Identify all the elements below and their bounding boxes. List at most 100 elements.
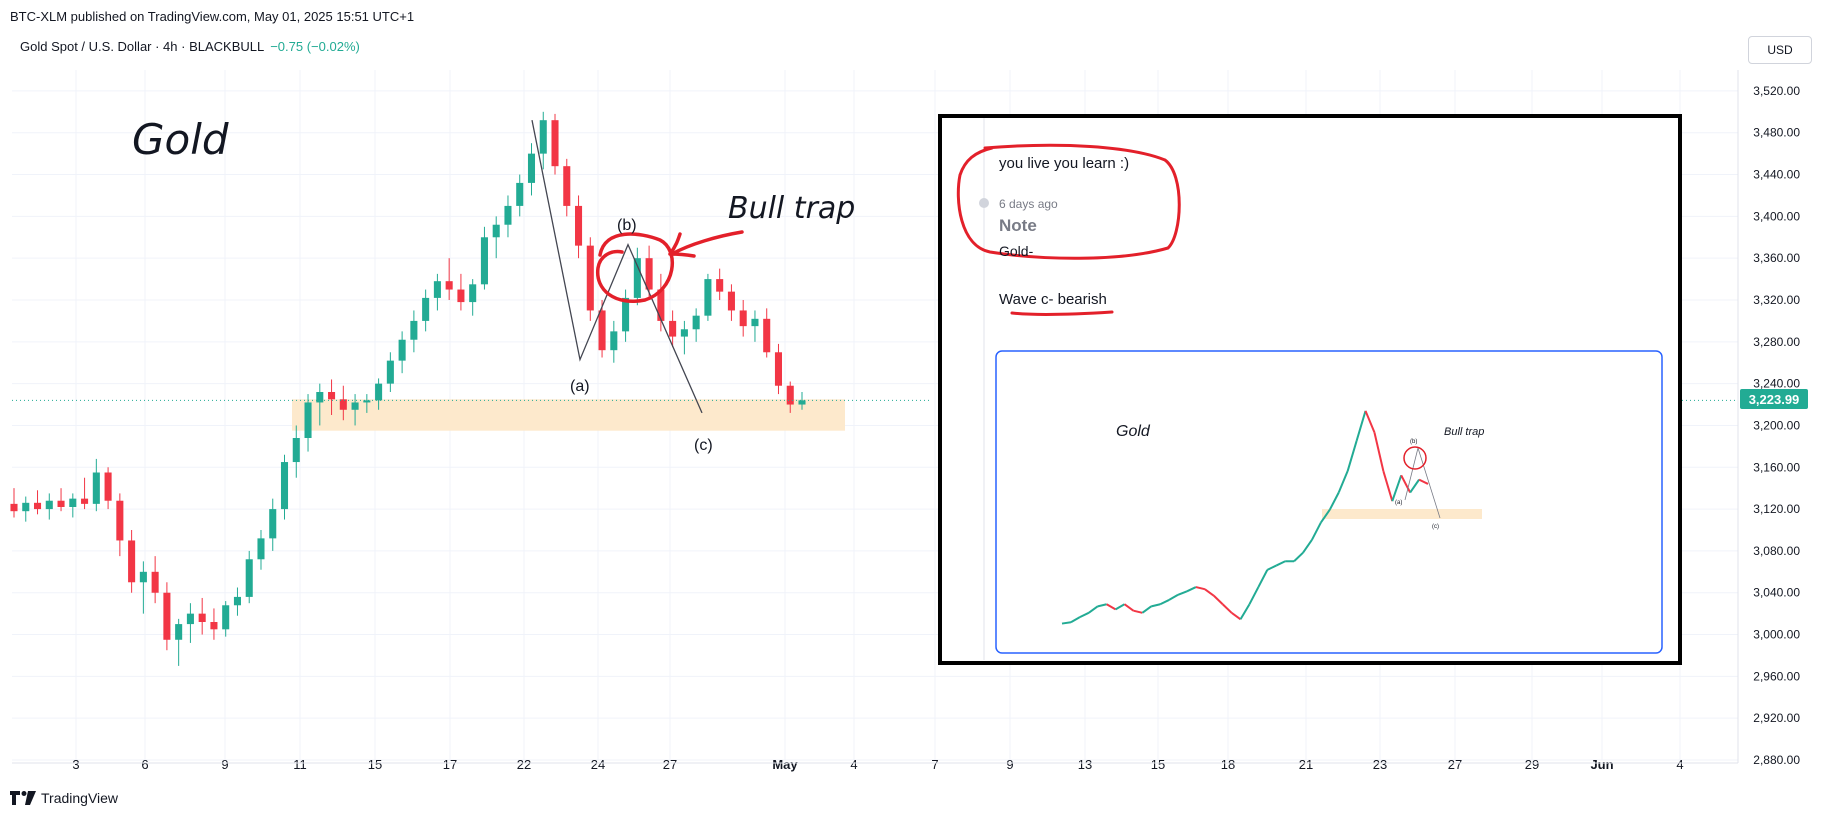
candle-body <box>480 237 488 285</box>
candle-body <box>398 339 406 361</box>
thumbnail-price-segment <box>1159 599 1170 606</box>
x-tick-label: 27 <box>1448 757 1462 772</box>
y-tick-label: 2,880.00 <box>1753 753 1800 767</box>
candle-body <box>563 166 571 206</box>
candle-body <box>669 320 677 337</box>
thumbnail-price-segment <box>1373 432 1385 472</box>
y-tick-label: 2,920.00 <box>1753 711 1800 725</box>
thumbnail-price-segment <box>1355 410 1367 442</box>
y-tick-label: 3,280.00 <box>1753 335 1800 349</box>
y-tick-label: 3,480.00 <box>1753 126 1800 140</box>
candle-body <box>433 281 441 298</box>
thumbnail-price-segment <box>1328 492 1340 511</box>
x-tick-label: 9 <box>1006 757 1013 772</box>
candles <box>10 111 806 666</box>
candle-body <box>292 438 300 463</box>
thumbnail-price-segment <box>1337 470 1349 493</box>
note-wave-text: Wave c- bearish <box>999 291 1107 308</box>
thumbnail-price-segment <box>1213 594 1224 605</box>
note-title: Gold- <box>999 243 1034 259</box>
y-tick-label: 3,320.00 <box>1753 293 1800 307</box>
candle-body <box>316 392 324 403</box>
y-tick-label: 3,440.00 <box>1753 168 1800 182</box>
y-tick-label: 3,120.00 <box>1753 502 1800 516</box>
symbol-line: Gold Spot / U.S. Dollar · 4h · BLACKBULL… <box>20 39 360 54</box>
candle-body <box>339 399 347 410</box>
candle-body <box>739 310 747 327</box>
candle-body <box>375 383 383 401</box>
candle-body <box>128 540 136 583</box>
candle-body <box>504 205 512 225</box>
x-tick-label: 15 <box>1151 757 1165 772</box>
tradingview-branding[interactable]: TradingView <box>10 790 118 806</box>
symbol-name: Gold Spot / U.S. Dollar · 4h · BLACKBULL <box>20 39 265 54</box>
currency-button[interactable]: USD <box>1748 36 1812 64</box>
candle-body <box>633 258 641 298</box>
x-tick-label: 21 <box>1299 757 1313 772</box>
last-price-label: 3,223.99 <box>1749 392 1800 407</box>
x-tick-label: 23 <box>1373 757 1387 772</box>
thumbnail-price-segment <box>1088 605 1099 614</box>
thumbnail-labels: Gold Bull trap (b) (a) (c) <box>1116 423 1484 530</box>
tradingview-logo-icon <box>10 791 36 805</box>
candle-body <box>328 392 336 400</box>
x-tick-label: 11 <box>293 757 307 772</box>
candle-body <box>516 182 524 206</box>
x-tick-label: 13 <box>1078 757 1092 772</box>
candle-body <box>657 289 665 321</box>
y-axis: 3,520.00 3,480.00 3,440.00 3,400.00 3,360.00… <box>1737 70 1800 767</box>
candle-body <box>622 297 630 332</box>
x-tick-label: 17 <box>443 757 457 772</box>
note-text: you live you learn :) 6 days ago Note Go… <box>999 155 1129 308</box>
candle-body <box>280 462 289 510</box>
candle-body <box>222 605 230 630</box>
y-tick-label: 3,080.00 <box>1753 544 1800 558</box>
candle-body <box>386 360 394 384</box>
thumbnail-price-segment <box>1123 603 1135 612</box>
x-tick-label: 4 <box>850 757 857 772</box>
candle-body <box>245 559 253 597</box>
candle-body <box>422 297 430 321</box>
x-tick-label: May <box>772 757 798 772</box>
thumbnail-price-segment <box>1320 509 1331 524</box>
thumbnail-price-segment <box>1239 603 1251 620</box>
candle-body <box>586 245 594 311</box>
thumbnail-price-segment <box>1204 588 1215 597</box>
candle-body <box>210 622 218 630</box>
thumbnail-price-segment <box>1186 586 1197 593</box>
x-tick-label: 18 <box>1221 757 1235 772</box>
tradingview-brand-text: TradingView <box>41 790 119 806</box>
wave-text-underline <box>1010 310 1114 317</box>
publisher-line: BTC-XLM published on TradingView.com, Ma… <box>10 9 415 24</box>
thumbnail-price-segment <box>1418 478 1429 485</box>
candle-body <box>351 402 359 410</box>
thumbnail-price-segment <box>1382 470 1394 502</box>
y-tick-label: 2,960.00 <box>1753 669 1800 683</box>
thumbnail-price-segment <box>1302 539 1313 554</box>
gold-title: Gold <box>132 115 229 164</box>
candle-body <box>175 624 183 640</box>
thumbnail-price-segment <box>1195 586 1206 591</box>
x-tick-label: 29 <box>1525 757 1539 772</box>
wave-b-label: (b) <box>617 217 637 234</box>
support-zone <box>292 399 845 431</box>
note-comment: you live you learn :) <box>999 155 1129 172</box>
y-tick-label: 3,040.00 <box>1753 586 1800 600</box>
thumbnail-price-segment <box>1151 603 1161 608</box>
thumbnail-trap: Bull trap <box>1444 426 1484 438</box>
thumbnail-zone <box>1322 509 1482 519</box>
last-price-badge: 3,223.99 <box>1740 389 1808 409</box>
thumbnail-price-segment <box>1364 410 1376 433</box>
support-zone-rect <box>292 399 845 431</box>
y-tick-label: 3,520.00 <box>1753 84 1800 98</box>
thumbnail-price-segment <box>1070 616 1081 624</box>
candle-body <box>257 538 265 560</box>
candle-body <box>680 329 688 337</box>
candle-body <box>704 279 712 316</box>
thumbnail-chart[interactable] <box>995 350 1663 654</box>
candle-body <box>527 153 536 183</box>
candle-body <box>798 400 806 405</box>
candle-body <box>774 352 783 386</box>
thumbnail-price-segment <box>1409 479 1420 494</box>
